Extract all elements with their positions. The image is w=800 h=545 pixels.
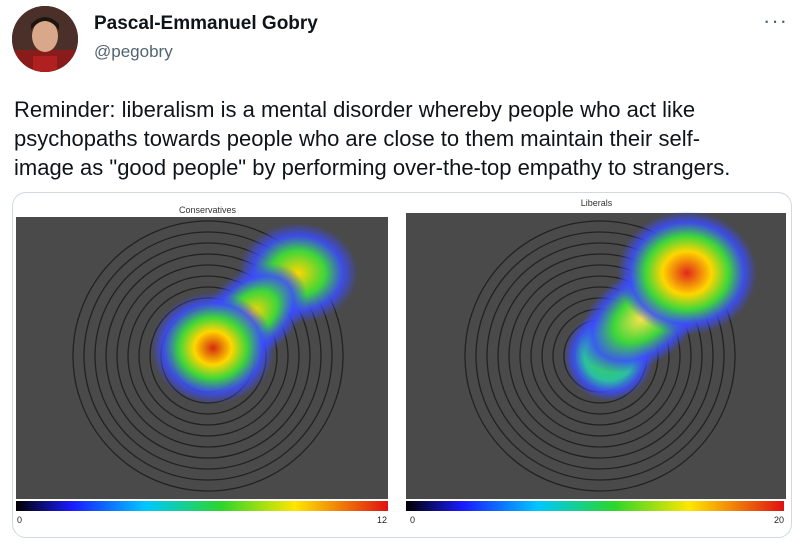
- heatmap-liberals: [406, 211, 786, 511]
- more-horizontal-icon[interactable]: ···: [763, 8, 788, 33]
- heatmap-panel-liberals: Liberals: [402, 193, 791, 537]
- avatar-image: [12, 6, 78, 72]
- color-scale-bar: [406, 501, 784, 511]
- tweet-text-line: psychopaths towards people who are close…: [14, 126, 701, 151]
- author-name[interactable]: Pascal-Emmanuel Gobry: [94, 13, 318, 34]
- heatmap-panel-conservatives: Conservatives: [13, 193, 402, 537]
- scale-min-label: 0: [410, 515, 416, 525]
- tweet-media-image[interactable]: Conservatives: [12, 192, 792, 538]
- author-handle[interactable]: @pegobry: [94, 42, 173, 61]
- panel-title: Liberals: [580, 198, 613, 208]
- scale-max-label: 20: [774, 515, 785, 525]
- tweet-text-line: image as "good people" by performing ove…: [14, 155, 731, 180]
- tweet-text: Reminder: liberalism is a mental disorde…: [14, 95, 794, 182]
- author-avatar[interactable]: [12, 6, 78, 72]
- scale-max-label: 12: [377, 515, 388, 525]
- scale-min-label: 0: [17, 515, 23, 525]
- panel-title: Conservatives: [178, 205, 237, 215]
- color-scale-bar: [16, 501, 388, 511]
- heatmap-conservatives: [16, 217, 388, 511]
- tweet-text-line: Reminder: liberalism is a mental disorde…: [14, 97, 696, 122]
